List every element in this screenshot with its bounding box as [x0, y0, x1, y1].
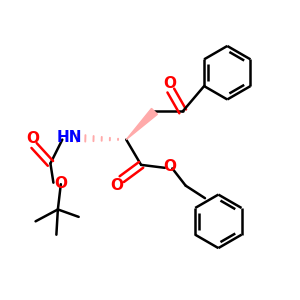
Text: O: O	[54, 176, 67, 191]
Text: O: O	[26, 130, 39, 146]
Polygon shape	[126, 108, 158, 140]
Text: O: O	[163, 76, 176, 91]
Text: HN: HN	[57, 130, 82, 145]
Text: O: O	[164, 159, 177, 174]
Text: O: O	[110, 178, 123, 193]
